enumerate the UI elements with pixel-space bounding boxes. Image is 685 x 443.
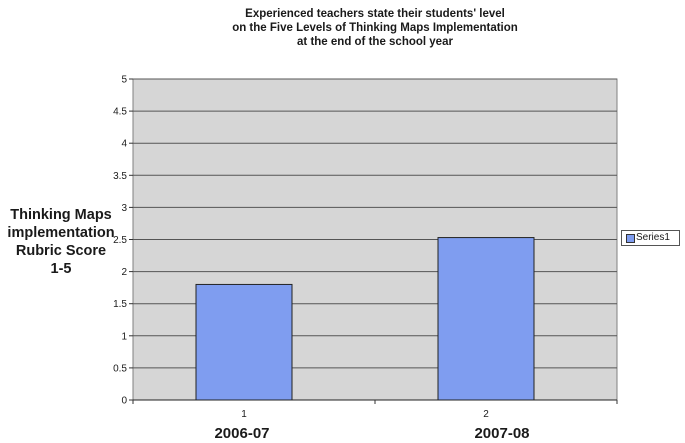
y-tick-label: 2 (121, 267, 127, 278)
y-axis-label-line: implementation (7, 225, 115, 241)
x-tick-label: 1 (241, 409, 247, 420)
y-axis-label-line: Thinking Maps (10, 207, 112, 223)
bar (195, 283, 293, 401)
legend-label: Series1 (636, 232, 670, 243)
chart-title: Experienced teachers state their student… (130, 7, 620, 49)
bar (437, 237, 535, 401)
x-tick-label: 2 (483, 409, 489, 420)
y-tick-label: 4.5 (113, 107, 127, 118)
chart-title-line: Experienced teachers state their student… (245, 8, 505, 20)
chart-title-line: on the Five Levels of Thinking Maps Impl… (232, 22, 518, 34)
y-tick-label: 3 (121, 203, 127, 214)
category-label-2007-08: 2007-08 (474, 425, 530, 442)
y-axis-label-line: 1-5 (50, 261, 72, 277)
y-tick-label: 4 (121, 139, 127, 150)
category-label-2006-07: 2006-07 (214, 425, 270, 442)
chart-title-line: at the end of the school year (297, 36, 453, 48)
y-tick-label: 0 (121, 396, 127, 407)
y-tick-label: 1.5 (113, 299, 127, 310)
y-axis-label-line: Rubric Score (15, 243, 107, 259)
legend-swatch (626, 234, 635, 243)
y-tick-label: 0.5 (113, 363, 127, 374)
y-tick-label: 3.5 (113, 171, 127, 182)
y-tick-label: 5 (121, 75, 127, 86)
y-tick-label: 1 (121, 331, 127, 342)
legend: Series1 (621, 230, 680, 246)
y-axis-label: Thinking Maps implementation Rubric Scor… (0, 206, 122, 278)
y-tick-label: 2.5 (113, 235, 127, 246)
